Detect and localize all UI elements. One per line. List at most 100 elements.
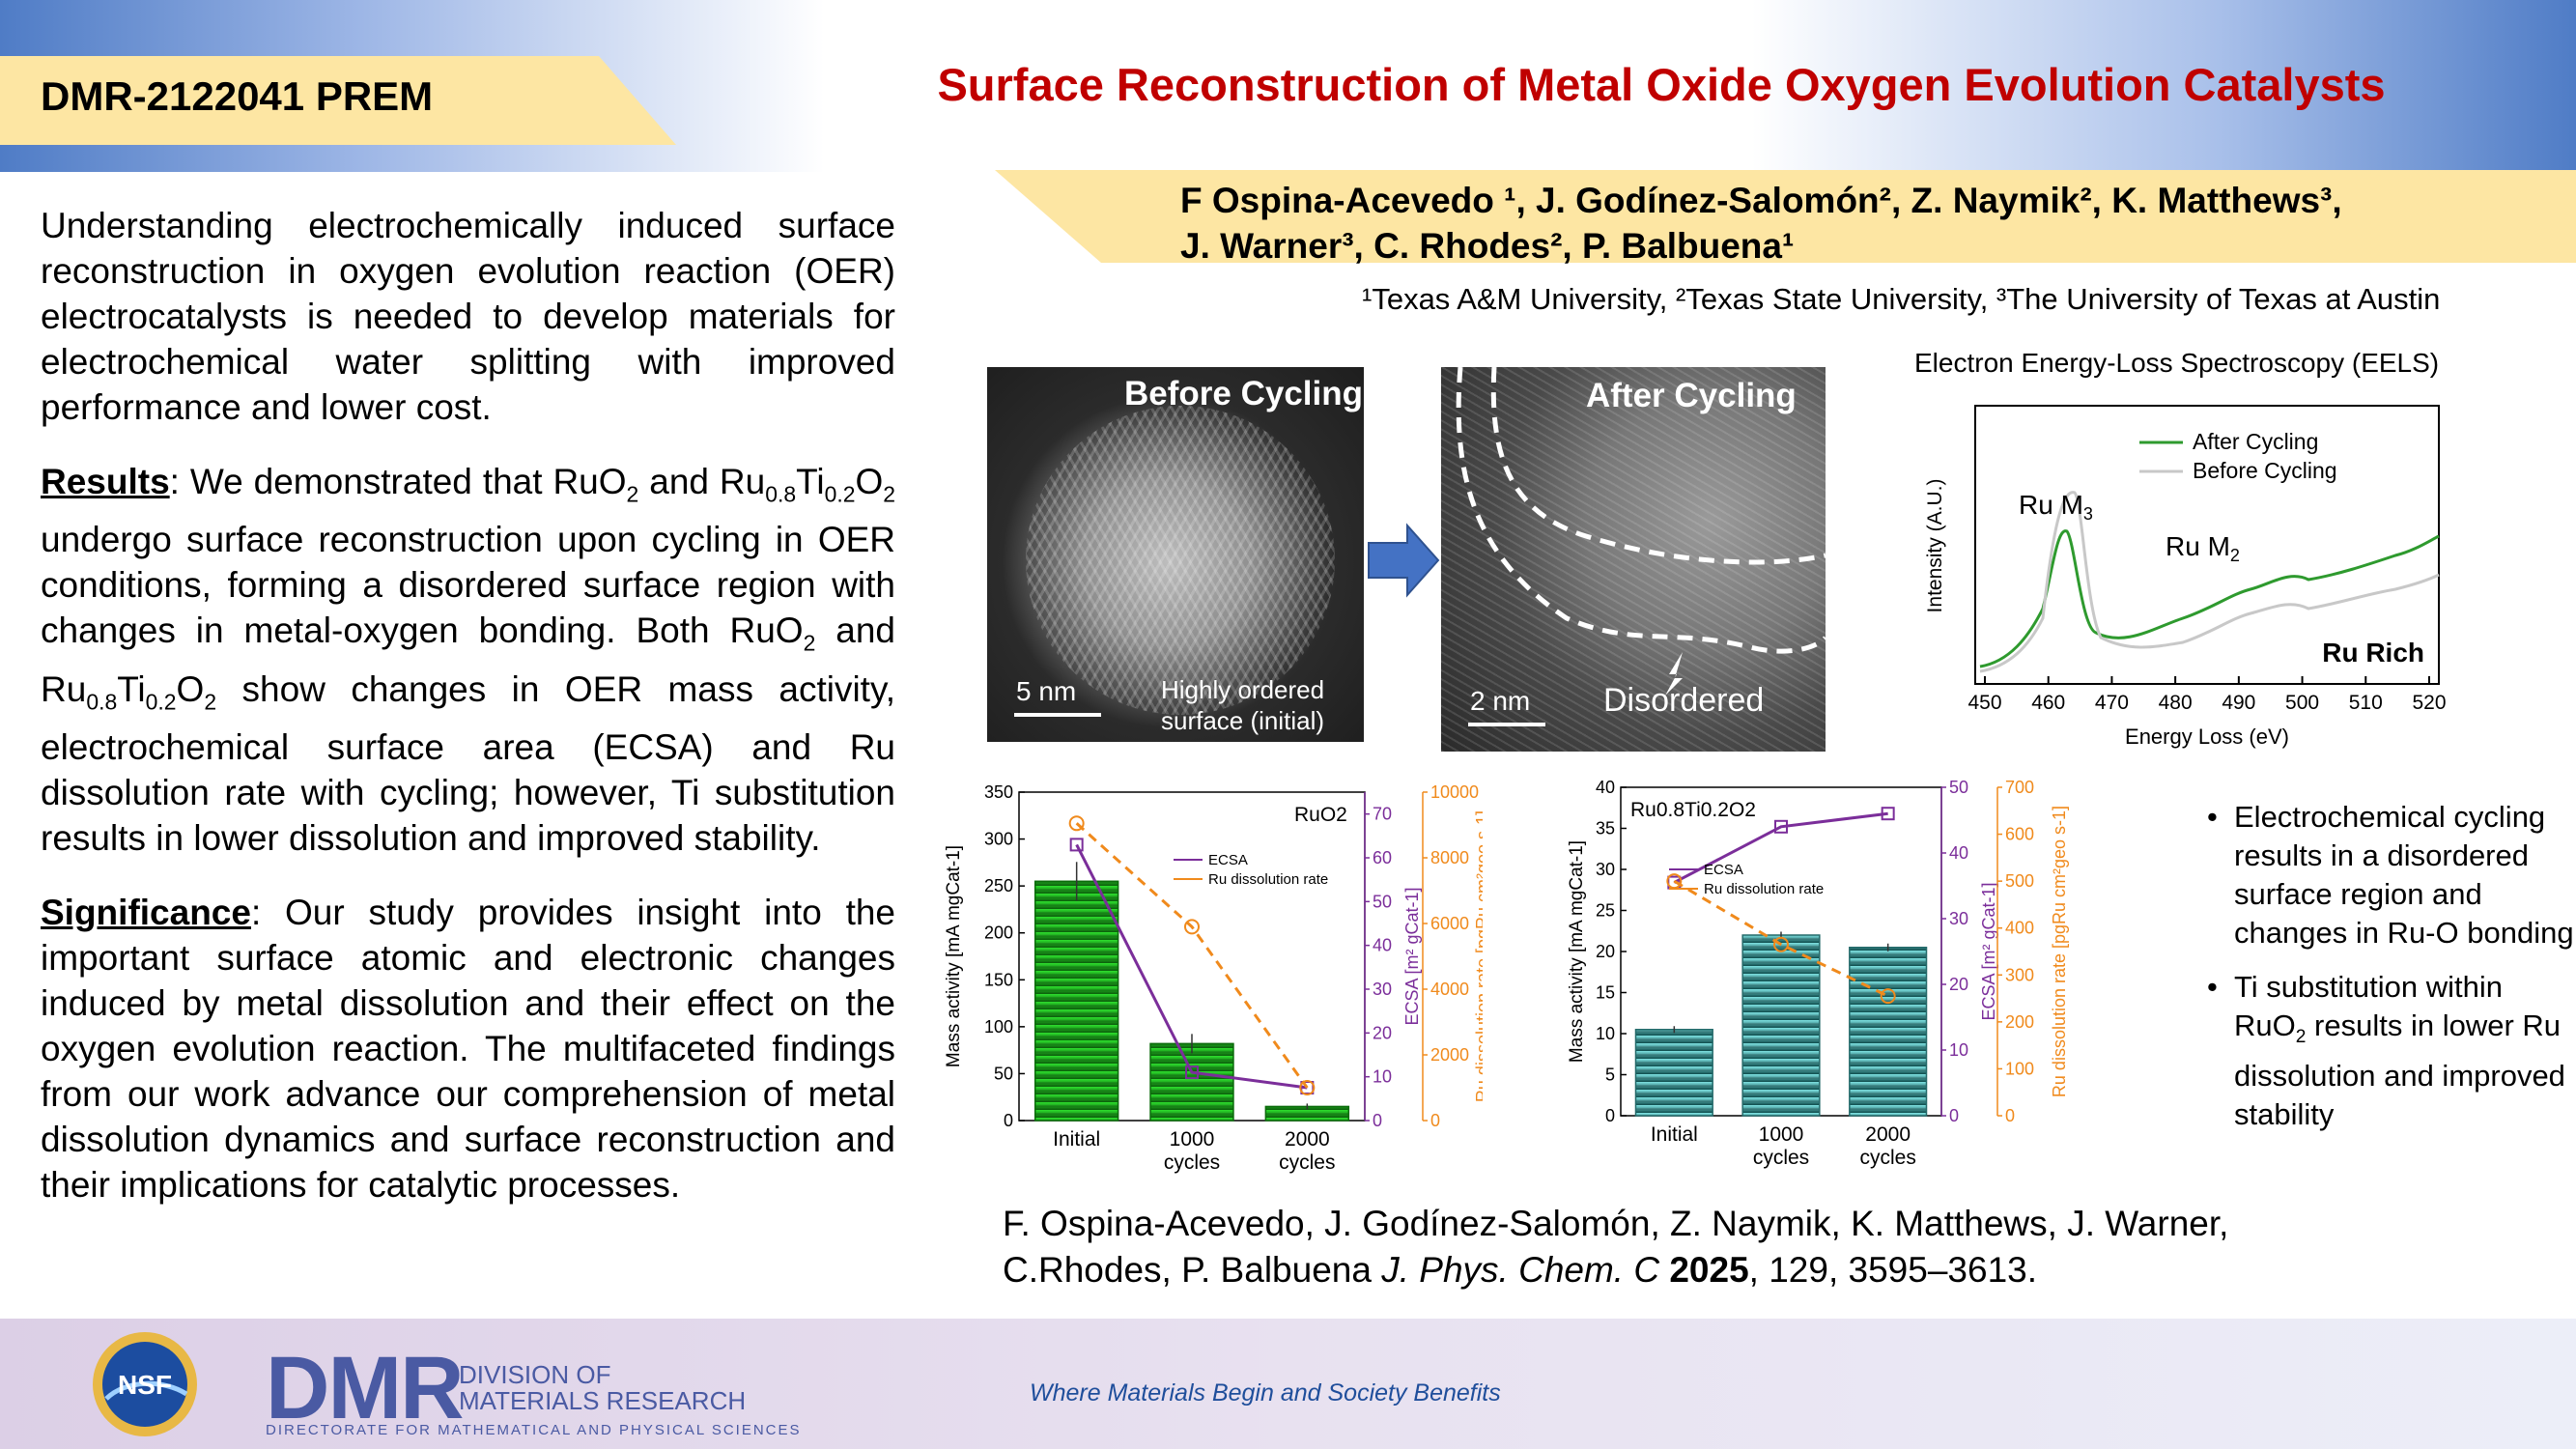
y-tick-label: 150 [984, 970, 1013, 989]
bar [1742, 935, 1820, 1116]
y-axis-label: Mass activity [mA mgCat-1] [1567, 840, 1587, 1063]
intro-paragraph: Understanding electrochemically induced … [41, 203, 895, 430]
legend-before: Before Cycling [2193, 458, 2337, 483]
secondary-axis-label: Ru dissolution rate [pgRu cm²geo s-1] [1473, 810, 1483, 1102]
eels-chart: Intensity (A.U.) Energy Loss (eV) 450 460… [1922, 386, 2463, 763]
legend-label: Ru dissolution rate [1704, 881, 1824, 897]
scale-bar [1014, 713, 1101, 717]
affiliations: ¹Texas A&M University, ²Texas State Univ… [1362, 282, 2440, 317]
y-axis-label: Mass activity [mA mgCat-1] [944, 845, 964, 1067]
y-tick-label: 200 [984, 923, 1013, 943]
results-text: undergo surface reconstruction upon cycl… [41, 520, 895, 650]
results-text: and Ru [638, 462, 765, 501]
subscript: 0.2 [146, 689, 177, 714]
y-tick-label: 350 [984, 782, 1013, 802]
secondary-tick-label: 20 [1949, 975, 1968, 994]
secondary-tick-label: 600 [2005, 825, 2034, 844]
legend-label: Ru dissolution rate [1208, 871, 1328, 888]
ruti-chart: 0510152025303540Mass activity [mA mgCat-… [1565, 773, 2183, 1179]
secondary-tick-label: 700 [2005, 778, 2034, 797]
authors-line-2: J. Warner³, C. Rhodes², P. Balbuena¹ [1180, 223, 2342, 269]
before-caption-line-2: surface (initial) [1161, 705, 1324, 736]
secondary-tick-label: 10 [1949, 1040, 1968, 1060]
secondary-tick-label: 0 [1430, 1111, 1440, 1130]
scale-bar [1468, 723, 1545, 726]
secondary-tick-label: 10000 [1430, 782, 1479, 802]
y-tick-label: 300 [984, 830, 1013, 849]
citation: F. Ospina-Acevedo, J. Godínez-Salomón, Z… [1003, 1201, 2509, 1293]
secondary-tick-label: 60 [1373, 848, 1392, 867]
y-tick-label: 0 [1605, 1106, 1615, 1125]
bullet-subscript: 2 [2296, 1027, 2307, 1047]
bullet-item: • Electrochemical cycling results in a di… [2207, 798, 2574, 952]
chart-title: Ru0.8Ti0.2O2 [1630, 799, 1756, 821]
citation-line-2: C.Rhodes, P. Balbuena J. Phys. Chem. C 2… [1003, 1247, 2509, 1293]
bar [1035, 881, 1118, 1121]
secondary-tick-label: 100 [2005, 1059, 2034, 1078]
x-tick-label: cycles [1164, 1151, 1220, 1174]
secondary-tick-label: 0 [1373, 1111, 1382, 1130]
secondary-tick-label: 200 [2005, 1012, 2034, 1032]
legend-label: ECSA [1704, 862, 1743, 878]
tagline: Where Materials Begin and Society Benefi… [1030, 1379, 1501, 1407]
page-title: Surface Reconstruction of Metal Oxide Ox… [802, 58, 2521, 111]
disordered-label: Disordered [1603, 682, 1764, 720]
y-tick-label: 0 [1004, 1111, 1013, 1130]
legend-label: ECSA [1208, 852, 1248, 868]
y-tick-label: 20 [1596, 942, 1615, 961]
y-axis-label: Intensity (A.U.) [1924, 479, 1946, 613]
secondary-tick-label: 300 [2005, 965, 2034, 984]
after-cycling-label: After Cycling [1586, 377, 1797, 415]
results-heading: Results [41, 462, 170, 501]
x-tick-label: 450 [1967, 692, 2001, 714]
x-tick-label: cycles [1753, 1147, 1809, 1169]
x-tick-label: cycles [1279, 1151, 1335, 1174]
x-tick-label: 480 [2159, 692, 2193, 714]
x-tick-label: 510 [2349, 692, 2383, 714]
secondary-tick-label: 50 [1373, 892, 1392, 911]
scale-bar-label: 2 nm [1470, 686, 1530, 717]
results-text: O [855, 462, 883, 501]
authors: F Ospina-Acevedo ¹, J. Godínez-Salomón²,… [1180, 178, 2342, 269]
secondary-axis-label: ECSA [m² gCat-1] [1979, 882, 1998, 1020]
significance-heading: Significance [41, 893, 251, 932]
bar [1850, 948, 1927, 1116]
citation-year: 2025 [1669, 1250, 1748, 1290]
y-tick-label: 15 [1596, 983, 1615, 1003]
dmr-logo-subtitle: DIVISION OF MATERIALS RESEARCH [459, 1362, 746, 1414]
subscript: 0.2 [825, 481, 856, 506]
series-point [1070, 816, 1084, 830]
secondary-tick-label: 50 [1949, 778, 1968, 797]
citation-line-1: F. Ospina-Acevedo, J. Godínez-Salomón, Z… [1003, 1201, 2509, 1247]
subscript: 2 [804, 631, 816, 656]
y-tick-label: 35 [1596, 819, 1615, 838]
summary-text: Understanding electrochemically induced … [41, 203, 895, 1236]
bar [1635, 1030, 1713, 1116]
scale-bar-label: 5 nm [1016, 676, 1076, 707]
secondary-tick-label: 400 [2005, 919, 2034, 938]
secondary-tick-label: 20 [1373, 1023, 1392, 1042]
y-tick-label: 30 [1596, 860, 1615, 879]
x-tick-label: 490 [2222, 692, 2255, 714]
nsf-logo-text: NSF [118, 1370, 172, 1400]
lattice-pattern [1026, 406, 1335, 715]
x-tick-label: Initial [1651, 1123, 1698, 1146]
subscript: 2 [204, 689, 216, 714]
secondary-tick-label: 70 [1373, 805, 1392, 824]
eels-title: Electron Energy-Loss Spectroscopy (EELS) [1914, 348, 2439, 379]
series-point [1071, 838, 1083, 850]
secondary-tick-label: 6000 [1430, 914, 1469, 933]
x-tick-label: cycles [1859, 1147, 1915, 1169]
secondary-tick-label: 0 [1949, 1106, 1959, 1125]
results-paragraph: Results: We demonstrated that RuO 2 and R… [41, 459, 895, 861]
results-text: : We demonstrated that RuO [170, 462, 627, 501]
y-tick-label: 40 [1596, 778, 1615, 797]
award-number: DMR-2122041 PREM [41, 73, 433, 120]
secondary-tick-label: 8000 [1430, 848, 1469, 867]
arrow-right-icon [1365, 522, 1442, 599]
x-tick-label: 520 [2412, 692, 2446, 714]
secondary-tick-label: 30 [1949, 909, 1968, 928]
x-tick-label: Initial [1053, 1128, 1100, 1151]
y-tick-label: 5 [1605, 1065, 1615, 1085]
